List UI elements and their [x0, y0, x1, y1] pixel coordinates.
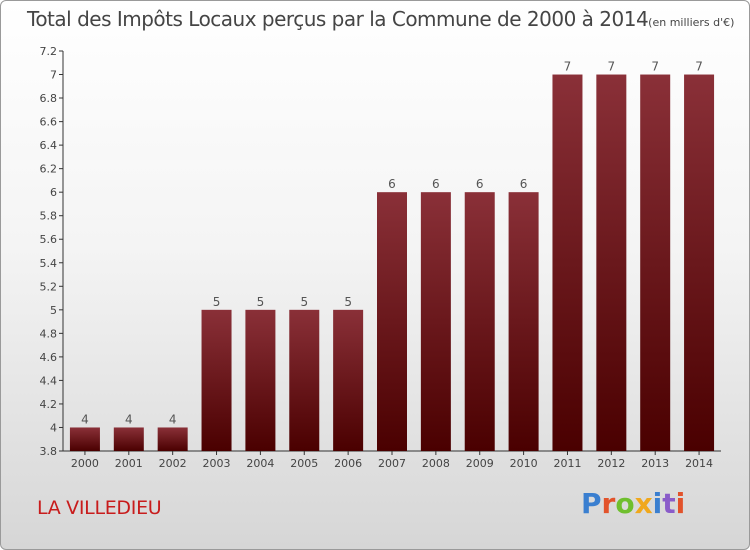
data-label: 4	[169, 412, 177, 426]
x-tick-label: 2012	[597, 457, 625, 470]
bar-2006	[333, 309, 364, 451]
y-tick-label: 4.6	[40, 351, 58, 364]
y-tick-label: 4	[50, 421, 57, 434]
bar-2012	[596, 74, 627, 451]
bar-2008	[420, 192, 451, 452]
x-tick-label: 2007	[378, 457, 406, 470]
x-tick-label: 2002	[159, 457, 187, 470]
y-tick-label: 6.2	[40, 163, 58, 176]
data-label: 4	[125, 412, 133, 426]
y-tick-label: 4.2	[40, 398, 58, 411]
x-tick-label: 2003	[203, 457, 231, 470]
y-tick-label: 5.4	[40, 257, 58, 270]
x-tick-label: 2011	[553, 457, 581, 470]
x-tick-label: 2008	[422, 457, 450, 470]
data-label: 5	[300, 295, 308, 309]
y-tick-label: 7	[50, 69, 57, 82]
x-tick-label: 2014	[685, 457, 713, 470]
bar-2014	[684, 74, 715, 451]
bar-2010	[508, 192, 539, 452]
data-label: 6	[432, 177, 440, 191]
x-tick-label: 2005	[290, 457, 318, 470]
axes: 3.8 4 4.2 4.4 4.6 4.8 5 5.2 5.4 5.6 5.8 6 6.2 6.4 6.6 6…	[40, 45, 721, 470]
bar-2007	[377, 192, 407, 452]
data-labels: 4 4 4 5 5 5 5 6 6 6 6 7 7 7 7	[81, 60, 703, 427]
bars	[69, 74, 715, 452]
bar-2003	[201, 309, 232, 451]
data-label: 7	[608, 60, 616, 74]
bar-2002	[157, 427, 188, 451]
data-label: 6	[388, 177, 396, 191]
x-tick-label: 2006	[334, 457, 362, 470]
bar-2009	[464, 192, 495, 452]
data-label: 6	[520, 177, 528, 191]
y-tick-label: 4.4	[40, 374, 58, 387]
bar-2000	[69, 427, 100, 451]
y-tick-label: 6.6	[40, 116, 58, 129]
y-tick-label: 7.2	[40, 45, 58, 58]
bar-2004	[245, 309, 276, 451]
data-label: 5	[257, 295, 265, 309]
data-label: 7	[695, 60, 703, 74]
data-label: 4	[81, 412, 89, 426]
data-label: 7	[651, 60, 659, 74]
bar-2013	[640, 74, 671, 451]
x-tick-label: 2000	[71, 457, 99, 470]
bar-2011	[552, 74, 583, 451]
chart-title-unit: (en milliers d'€)	[648, 16, 735, 29]
x-tick-label: 2009	[466, 457, 494, 470]
y-tick-label: 3.8	[40, 445, 58, 458]
bar-2001	[113, 427, 144, 451]
x-tick-label: 2013	[641, 457, 669, 470]
x-tick-label: 2004	[246, 457, 274, 470]
y-tick-label: 4.8	[40, 327, 58, 340]
x-tick-label: 2010	[510, 457, 538, 470]
y-tick-label: 6	[50, 186, 57, 199]
data-label: 5	[213, 295, 221, 309]
chart-title: Total des Impôts Locaux perçus par la Co…	[27, 7, 734, 31]
data-label: 7	[564, 60, 572, 74]
proxiti-logo: Proxiti	[581, 487, 686, 520]
chart-title-main: Total des Impôts Locaux perçus par la Co…	[27, 7, 649, 31]
commune-name: LA VILLEDIEU	[37, 497, 162, 519]
data-label: 6	[476, 177, 484, 191]
y-tick-label: 5.6	[40, 233, 58, 246]
y-tick-label: 6.4	[40, 139, 58, 152]
y-tick-label: 5	[50, 304, 57, 317]
y-tick-label: 5.8	[40, 210, 58, 223]
bar-2005	[289, 309, 320, 451]
y-tick-label: 6.8	[40, 92, 58, 105]
data-label: 5	[344, 295, 352, 309]
x-tick-label: 2001	[115, 457, 143, 470]
y-tick-label: 5.2	[40, 280, 58, 293]
